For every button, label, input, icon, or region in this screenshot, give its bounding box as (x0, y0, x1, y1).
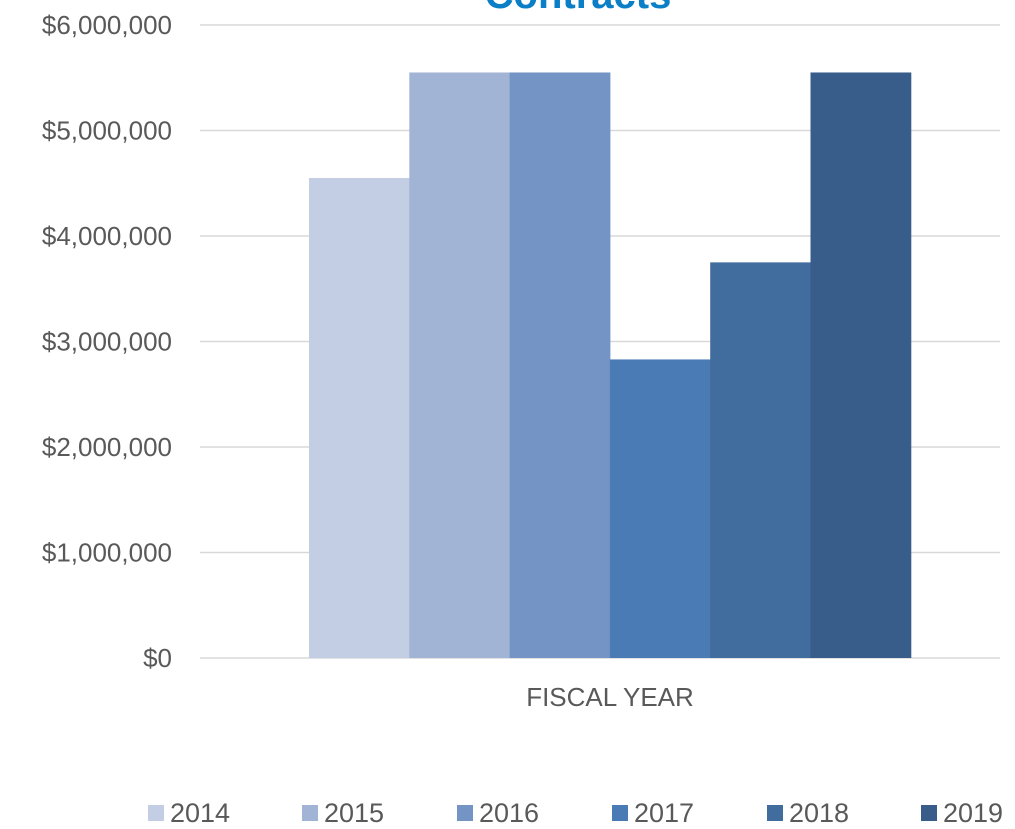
legend-label: 2017 (634, 798, 695, 828)
bar-2017 (609, 359, 711, 658)
bar-2018 (710, 262, 811, 658)
y-tick-label: $5,000,000 (42, 116, 172, 146)
legend-label: 2018 (789, 798, 850, 828)
legend-item-2019: 2019 (921, 797, 1003, 829)
legend-label: 2019 (943, 798, 1004, 828)
legend-item-2015: 2015 (302, 797, 384, 829)
legend-label: 2015 (324, 798, 385, 828)
y-tick-label: $6,000,000 (42, 10, 172, 40)
legend-item-2018: 2018 (767, 797, 849, 829)
legend-swatch (612, 805, 628, 821)
x-axis: FISCAL YEAR (526, 682, 694, 712)
legend-swatch (148, 805, 164, 821)
x-category-label: FISCAL YEAR (526, 682, 694, 712)
bar-chart: $0 $1,000,000 $2,000,000 $3,000,000 $4,000,0… (42, 0, 1000, 712)
bar-2016 (509, 72, 611, 659)
y-tick-label: $0 (143, 643, 172, 673)
y-tick-label: $1,000,000 (42, 538, 172, 568)
y-tick-label: $4,000,000 (42, 221, 172, 251)
bars (309, 72, 912, 659)
y-axis: $0 $1,000,000 $2,000,000 $3,000,000 $4,000,0… (42, 10, 172, 673)
legend-swatch (457, 805, 473, 821)
legend-item-2016: 2016 (457, 797, 539, 829)
legend-swatch (767, 805, 783, 821)
legend-item-2017: 2017 (612, 797, 694, 829)
bar-2014 (309, 177, 410, 658)
legend-label: 2016 (479, 798, 540, 828)
legend: 2014 2015 2016 2017 2018 2019 (0, 797, 1015, 829)
bar-2019 (810, 72, 912, 659)
legend-swatch (921, 805, 937, 821)
y-tick-label: $2,000,000 (42, 432, 172, 462)
chart-title: Contracts (485, 0, 672, 17)
legend-item-2014: 2014 (148, 797, 230, 829)
bar-2015 (409, 72, 511, 659)
legend-swatch (302, 805, 318, 821)
y-tick-label: $3,000,000 (42, 327, 172, 357)
legend-label: 2014 (170, 798, 231, 828)
